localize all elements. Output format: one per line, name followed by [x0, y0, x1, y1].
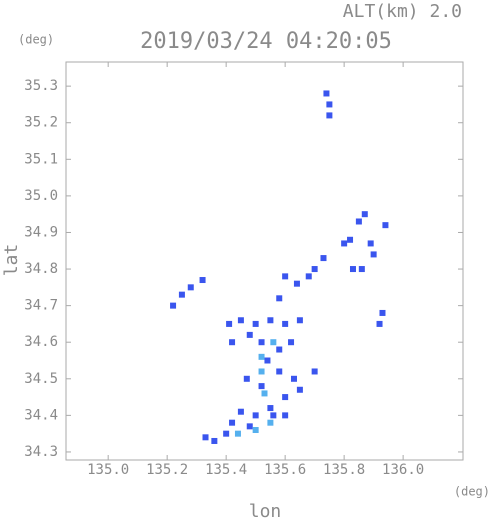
echo-cell	[202, 434, 209, 441]
x-axis-label: lon	[249, 501, 282, 521]
echo-cell	[261, 390, 268, 397]
echo-cell	[243, 375, 250, 382]
echo-cell	[358, 266, 365, 273]
echo-cell	[234, 430, 241, 437]
echo-cell	[341, 240, 348, 247]
echo-cell	[382, 222, 389, 229]
x-tick-label: 135.6	[264, 462, 306, 478]
echo-cell	[252, 427, 259, 434]
x-tick-label: 136.0	[382, 462, 424, 478]
echo-cell	[267, 419, 274, 426]
echo-cell	[252, 412, 259, 419]
echo-cell	[311, 266, 318, 273]
x-tick-label: 135.0	[87, 462, 129, 478]
echo-cell	[276, 368, 283, 375]
altitude-label: ALT(km) 2.0	[343, 1, 462, 22]
echo-cell	[349, 266, 356, 273]
echo-cell	[282, 394, 289, 401]
y-tick-label: 34.9	[24, 224, 58, 240]
echo-cell	[326, 112, 333, 119]
echo-cell	[211, 437, 218, 444]
echo-cell	[347, 236, 354, 243]
y-tick-label: 34.3	[24, 444, 58, 460]
echo-cell	[296, 386, 303, 393]
echo-cell	[258, 368, 265, 375]
y-axis-label: lat	[1, 244, 22, 277]
echo-cell	[246, 331, 253, 338]
echo-cell	[370, 251, 377, 258]
echo-cell	[258, 383, 265, 390]
x-tick-label: 135.2	[146, 462, 188, 478]
echo-cell	[367, 240, 374, 247]
echo-cell	[276, 346, 283, 353]
echo-cell	[361, 211, 368, 218]
echo-cell	[246, 423, 253, 430]
echo-cell	[170, 302, 177, 309]
echo-cell	[376, 320, 383, 327]
x-unit: (deg)	[454, 485, 490, 499]
y-tick-label: 34.8	[24, 261, 58, 277]
echo-cell	[305, 273, 312, 280]
y-tick-label: 35.3	[24, 78, 58, 94]
y-unit: (deg)	[18, 33, 54, 47]
echo-cell	[258, 339, 265, 346]
echo-cell	[267, 405, 274, 412]
echo-cell	[276, 295, 283, 302]
echo-cell	[270, 339, 277, 346]
echo-cell	[296, 317, 303, 324]
x-tick-label: 135.8	[323, 462, 365, 478]
echo-cell	[320, 255, 327, 262]
echo-cell	[258, 353, 265, 360]
echo-cell	[264, 357, 271, 364]
echo-cell	[379, 309, 386, 316]
echo-cell	[187, 284, 194, 291]
echo-cell	[178, 291, 185, 298]
y-tick-label: 34.4	[24, 407, 58, 423]
echo-cell	[326, 101, 333, 108]
echo-cell	[223, 430, 230, 437]
echo-cell	[267, 317, 274, 324]
y-tick-label: 35.0	[24, 188, 58, 204]
echo-cell	[199, 277, 206, 284]
y-tick-label: 34.7	[24, 298, 58, 314]
plot-frame	[65, 61, 464, 461]
y-tick-label: 35.2	[24, 115, 58, 131]
echo-cell	[323, 90, 330, 97]
echo-cell	[355, 218, 362, 225]
echo-cell	[311, 368, 318, 375]
echo-cell	[290, 375, 297, 382]
y-tick-label: 34.5	[24, 371, 58, 387]
echo-cell	[293, 280, 300, 287]
y-tick-label: 34.6	[24, 334, 58, 350]
x-tick-label: 135.4	[205, 462, 247, 478]
echo-cell	[226, 320, 233, 327]
echo-cell	[252, 320, 259, 327]
echo-cell	[229, 339, 236, 346]
echo-cell	[282, 320, 289, 327]
echo-cell	[237, 408, 244, 415]
echo-cell	[229, 419, 236, 426]
chart-title: 2019/03/24 04:20:05	[140, 29, 392, 54]
echo-cell	[282, 273, 289, 280]
y-tick-label: 35.1	[24, 151, 58, 167]
echo-cell	[270, 412, 277, 419]
echo-cell	[282, 412, 289, 419]
echo-cell	[288, 339, 295, 346]
echo-cell	[237, 317, 244, 324]
